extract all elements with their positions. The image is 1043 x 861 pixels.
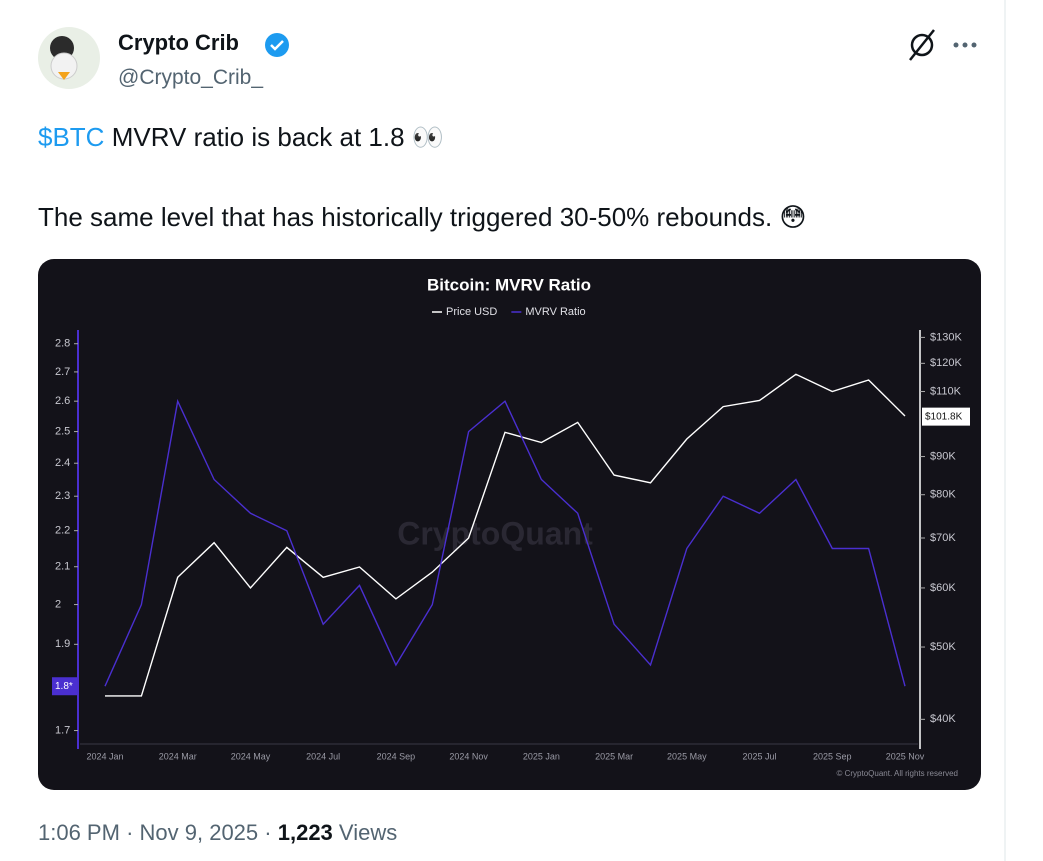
chart-background[interactable] — [38, 259, 981, 790]
y-tick-label: 2.2 — [55, 525, 70, 537]
grok-slash — [909, 29, 935, 61]
y-tick-label: 2.4 — [55, 457, 70, 469]
value-marker — [922, 407, 970, 426]
x-tick-label: 2025 Sep — [813, 751, 852, 761]
time[interactable]: 1:06 PM — [38, 820, 120, 845]
more-icon[interactable] — [953, 42, 977, 48]
views-label: Views — [338, 820, 398, 845]
y-tick-label: 2.3 — [55, 490, 70, 502]
x-tick-label: 2024 Jul — [306, 751, 340, 761]
x-tick-label: 2025 Jul — [743, 751, 777, 761]
x-tick-label: 2024 Nov — [449, 751, 488, 761]
series-line — [105, 373, 906, 697]
y2-tick-label: $80K — [930, 489, 956, 501]
y2-tick-label: $50K — [930, 641, 956, 653]
y2-tick-label: $70K — [930, 532, 956, 544]
tweet-footer: 1:06 PM · Nov 9, 2025 · 1,223 Views — [38, 820, 397, 846]
y-tick-label: 2.6 — [55, 395, 70, 407]
value-marker — [52, 677, 78, 696]
copyright: © CryptoQuant. All rights reserved — [837, 769, 959, 778]
y-tick-label: 2 — [55, 598, 61, 610]
x-tick-label: 2025 Nov — [886, 751, 925, 761]
value-marker-label: 1.8* — [55, 681, 73, 692]
cashtag[interactable]: $BTC — [38, 122, 105, 152]
legend-label: MVRV Ratio — [525, 306, 585, 318]
y2-tick-label: $120K — [930, 357, 962, 369]
verified-check — [270, 40, 284, 51]
x-tick-label: 2024 Jan — [86, 751, 123, 761]
y-tick-label: 2.5 — [55, 425, 70, 437]
series-line — [104, 398, 906, 687]
tweet-text: MVRV ratio is back at 1.8 👀 — [104, 122, 445, 152]
y-tick-label: 2.8 — [55, 338, 70, 350]
views-count: 1,223 — [277, 820, 333, 845]
watermark: CryptoQuant — [397, 515, 593, 551]
chart: Bitcoin: MVRV Ratio CryptoQuant © Crypto… — [38, 259, 981, 790]
avatar-beak — [58, 72, 70, 80]
chart-title: Bitcoin: MVRV Ratio — [427, 275, 591, 294]
value-marker-label: $101.8K — [925, 411, 963, 422]
y-tick-label: 1.7 — [55, 724, 70, 736]
verified-badge — [265, 33, 289, 57]
x-tick-label: 2024 May — [231, 751, 271, 761]
author-handle[interactable]: @Crypto_Crib_ — [118, 66, 264, 89]
x-tick-label: 2025 Mar — [595, 751, 633, 761]
x-tick-label: 2024 Sep — [377, 751, 416, 761]
y2-tick-label: $90K — [930, 450, 956, 462]
y-tick-label: 2.1 — [55, 561, 70, 573]
tweet-line: $BTC MVRV ratio is back at 1.8 👀 — [38, 122, 444, 153]
legend-label: Price USD — [446, 306, 497, 318]
tweet-text: The same level that has historically tri… — [38, 202, 807, 232]
x-tick-label: 2025 May — [667, 751, 707, 761]
grok-icon[interactable] — [910, 33, 934, 57]
author-name[interactable]: Crypto Crib — [118, 30, 239, 55]
x-tick-label: 2024 Mar — [159, 751, 197, 761]
y-tick-label: 1.9 — [55, 638, 70, 650]
separator: · — [264, 820, 272, 845]
y2-tick-label: $60K — [930, 582, 956, 594]
y2-tick-label: $130K — [930, 331, 962, 343]
date[interactable]: Nov 9, 2025 — [139, 820, 259, 845]
y2-tick-label: $110K — [930, 385, 962, 397]
y-tick-label: 2.7 — [55, 366, 70, 378]
x-tick-label: 2025 Jan — [523, 751, 560, 761]
separator: · — [126, 820, 134, 845]
y2-tick-label: $40K — [930, 713, 956, 725]
